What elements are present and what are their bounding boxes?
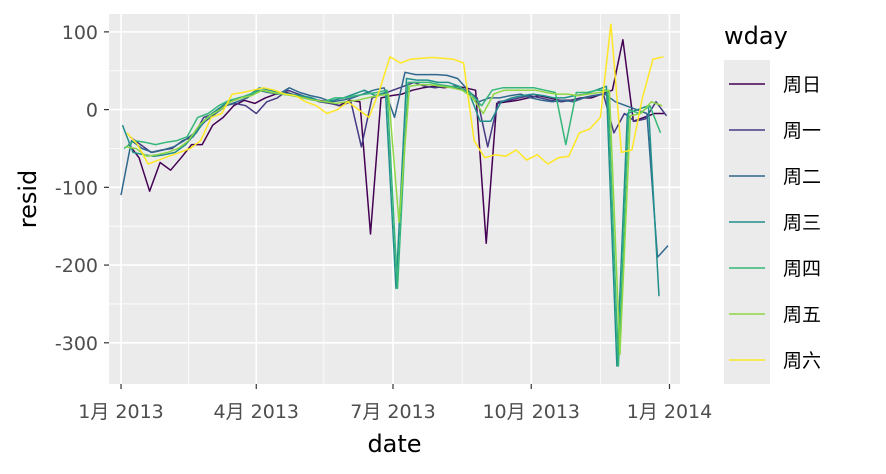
y-axis: 100 0 -100 -200 -300 — [55, 22, 109, 355]
legend-label-周日: 周日 — [783, 74, 821, 96]
series-line-周二 — [120, 71, 669, 259]
legend-label-周四: 周四 — [783, 258, 821, 280]
grid-minor — [109, 14, 680, 384]
y-tick-label: -100 — [55, 177, 98, 199]
x-axis-title: date — [367, 430, 421, 458]
x-tick-label: 4月 2013 — [214, 401, 299, 423]
x-tick-label: 1月 2014 — [627, 401, 712, 423]
y-axis-title: resid — [14, 170, 42, 229]
legend-label-周三: 周三 — [783, 212, 821, 234]
x-tick-label: 1月 2013 — [78, 401, 163, 423]
series-line-周五 — [125, 83, 663, 356]
legend-title: wday — [724, 22, 788, 50]
y-tick-label: 0 — [86, 100, 98, 122]
x-tick-label: 10月 2013 — [482, 401, 580, 423]
legend-label-周二: 周二 — [783, 166, 821, 188]
grid-major — [109, 14, 680, 384]
plot-panel — [109, 14, 680, 384]
legend-label-周五: 周五 — [783, 304, 821, 326]
x-axis: 1月 2013 4月 2013 7月 2013 10月 2013 1月 2014 — [78, 384, 712, 423]
series-line-周四 — [123, 81, 662, 367]
series-line-周六 — [126, 23, 664, 165]
y-tick-label: 100 — [62, 22, 98, 44]
y-tick-label: -200 — [55, 255, 98, 277]
legend-label-周六: 周六 — [783, 350, 821, 372]
y-tick-label: -300 — [55, 333, 98, 355]
series-lines — [120, 23, 669, 367]
legend-label-周一: 周一 — [783, 120, 821, 142]
x-tick-label: 7月 2013 — [350, 401, 435, 423]
series-line-周三 — [121, 77, 660, 367]
